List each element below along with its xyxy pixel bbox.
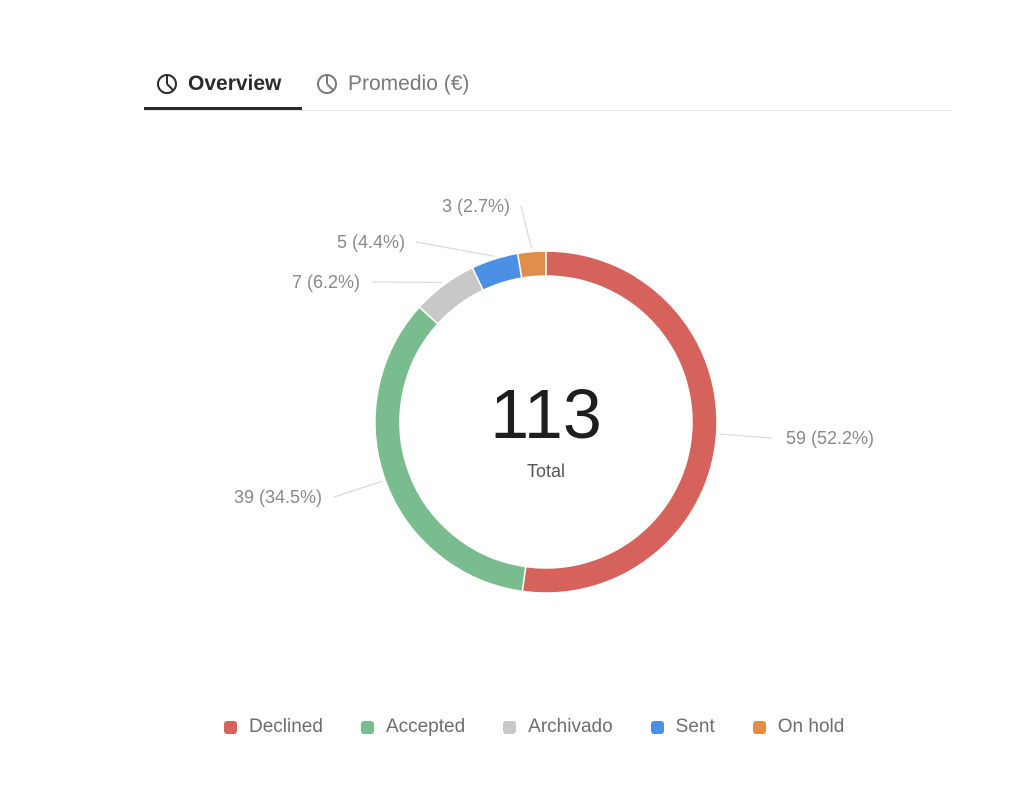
legend-label: Accepted: [385, 716, 466, 737]
donut-segment-sent[interactable]: [471, 252, 523, 292]
chart-legend: Declined Accepted Archivado Sent On hold: [224, 712, 882, 742]
legend-swatch: [503, 720, 517, 734]
legend-swatch: [360, 720, 374, 734]
tab-promedio-label: Promedio (€): [348, 72, 470, 95]
legend-label: Declined: [249, 716, 323, 737]
donut-segment-archivado[interactable]: [418, 266, 485, 325]
center-total-value: 113: [490, 375, 602, 453]
center-total-label: Total: [527, 461, 565, 481]
legend-swatch: [224, 720, 237, 734]
legend-item-archivado[interactable]: Archivado: [503, 716, 613, 738]
donut-segment-on-hold[interactable]: [516, 250, 547, 279]
tab-overview[interactable]: Overview: [156, 58, 281, 110]
data-label: 39 (34.5%): [234, 487, 322, 507]
leader-line: [333, 480, 383, 498]
active-tab-indicator: [144, 107, 302, 110]
data-label: 3 (2.7%): [442, 196, 510, 216]
donut-segments: [374, 250, 718, 594]
legend-swatch: [752, 720, 766, 734]
pie-chart-icon: [156, 73, 178, 95]
donut-chart: 59 (52.2%) 39 (34.5%) 7 (6.2%) 5 (4.4%) 3 (2…: [234, 196, 874, 594]
legend-swatch: [650, 720, 664, 734]
leader-line: [520, 205, 533, 249]
tab-promedio[interactable]: Promedio (€): [316, 58, 469, 110]
legend-label: Sent: [675, 716, 715, 737]
leader-line: [415, 241, 494, 257]
data-label: 59 (52.2%): [786, 428, 874, 448]
pie-chart-icon: [316, 73, 338, 95]
tab-bar: Overview Promedio (€): [144, 58, 952, 111]
legend-item-accepted[interactable]: Accepted: [360, 716, 466, 738]
tab-overview-label: Overview: [188, 72, 282, 95]
legend-item-sent[interactable]: Sent: [650, 716, 715, 738]
legend-item-declined[interactable]: Declined: [224, 716, 323, 738]
leader-line: [719, 433, 773, 439]
legend-label: Archivado: [528, 716, 613, 737]
legend-item-on-hold[interactable]: On hold: [752, 716, 845, 738]
legend-label: On hold: [777, 716, 845, 737]
data-label: 5 (4.4%): [337, 232, 405, 252]
label-leader-lines: [333, 205, 773, 498]
data-labels: 59 (52.2%) 39 (34.5%) 7 (6.2%) 5 (4.4%) 3 (2…: [234, 196, 874, 507]
data-label: 7 (6.2%): [292, 272, 360, 292]
